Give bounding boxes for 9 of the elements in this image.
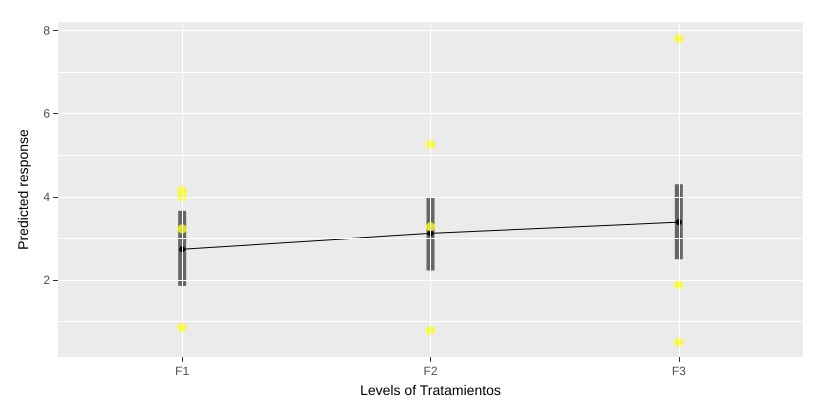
x-tick-label: F1	[175, 364, 190, 378]
x-axis-title: Levels of Tratamientos	[360, 382, 501, 398]
x-tick-label: F3	[672, 364, 686, 378]
y-tick-label: 8	[43, 23, 50, 38]
y-tick-label: 6	[43, 106, 50, 121]
x-tick-label: F2	[423, 364, 438, 378]
y-tick-label: 4	[43, 190, 50, 204]
y-tick-label: 2	[43, 273, 50, 288]
y-axis-title: Predicted response	[15, 128, 31, 250]
